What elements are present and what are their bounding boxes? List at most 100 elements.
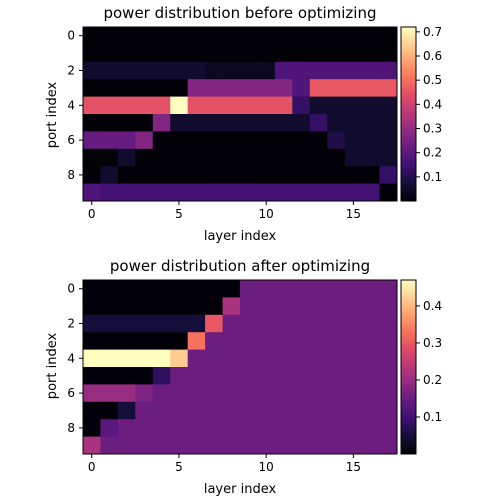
colorbar-segment bbox=[401, 79, 416, 82]
colorbar-before: 0.1 0.2 0.3 0.4 0.5 0.6 0.7 bbox=[400, 25, 442, 202]
heatmap-cell bbox=[309, 96, 328, 115]
heatmap-cell bbox=[152, 297, 171, 316]
heatmap-cell bbox=[240, 96, 258, 115]
colorbar-segment bbox=[401, 286, 416, 290]
colorbar-segment bbox=[401, 94, 416, 98]
heatmap-cell bbox=[257, 332, 276, 350]
colorbar-segment bbox=[401, 92, 416, 95]
heatmap-cell bbox=[379, 314, 398, 333]
colorbar-tick-label: 0.7 bbox=[423, 25, 442, 39]
heatmap-cell bbox=[309, 183, 328, 202]
colorbar-segment bbox=[401, 334, 416, 338]
heatmap-cell bbox=[292, 61, 311, 80]
heatmap-cell bbox=[135, 27, 154, 45]
heatmap-cell bbox=[240, 297, 258, 316]
heatmap-cell bbox=[292, 349, 311, 368]
colorbar-segment bbox=[401, 98, 416, 102]
heatmap-cell bbox=[379, 166, 398, 184]
colorbar-segment bbox=[401, 323, 416, 327]
heatmap-cell bbox=[135, 131, 154, 150]
heatmap-after-frame bbox=[82, 279, 398, 455]
colorbar-segment bbox=[401, 155, 416, 158]
heatmap-cell bbox=[135, 96, 154, 115]
y-tick-label: 8 bbox=[67, 168, 75, 182]
heatmap-cell bbox=[83, 166, 101, 184]
heatmap-after-panel: power distribution after optimizing 0 5 10… bbox=[45, 257, 442, 497]
heatmap-cell bbox=[362, 27, 380, 45]
colorbar-segment bbox=[401, 445, 416, 448]
heatmap-cell bbox=[170, 114, 189, 132]
heatmap-cell bbox=[83, 401, 101, 420]
x-tick-label: 5 bbox=[175, 460, 183, 474]
heatmap-cell bbox=[344, 367, 363, 385]
colorbar-segment bbox=[401, 306, 416, 309]
heatmap-cell bbox=[170, 131, 189, 150]
heatmap-cell bbox=[344, 166, 363, 184]
colorbar-segment bbox=[401, 412, 416, 416]
heatmap-cell bbox=[292, 384, 311, 403]
x-axis-label-before: layer index bbox=[204, 229, 277, 244]
heatmap-cell bbox=[187, 349, 206, 368]
colorbar-segment bbox=[401, 297, 416, 301]
colorbar-segment bbox=[401, 127, 416, 130]
heatmap-cell bbox=[362, 44, 380, 63]
heatmap-cell bbox=[222, 332, 241, 350]
colorbar-segment bbox=[401, 343, 416, 346]
heatmap-cell bbox=[379, 367, 398, 385]
heatmap-cell bbox=[170, 349, 189, 368]
heatmap-cell bbox=[292, 96, 311, 115]
heatmap-cell bbox=[135, 183, 154, 202]
heatmap-cell bbox=[83, 280, 101, 298]
heatmap-cell bbox=[274, 280, 293, 298]
heatmap-cell bbox=[240, 183, 258, 202]
colorbar-segment bbox=[401, 172, 416, 176]
colorbar-tick-label: 0.4 bbox=[423, 299, 442, 313]
colorbar-segment bbox=[401, 349, 416, 353]
heatmap-cell bbox=[292, 297, 311, 316]
heatmap-cell bbox=[152, 96, 171, 115]
colorbar-segment bbox=[401, 403, 416, 407]
x-tick-label: 15 bbox=[346, 460, 361, 474]
heatmap-cell bbox=[344, 27, 363, 45]
colorbar-segment bbox=[401, 295, 416, 298]
colorbar-segment bbox=[401, 68, 416, 71]
heatmap-cell bbox=[222, 148, 241, 167]
heatmap-cell bbox=[170, 367, 189, 385]
heatmap-cell bbox=[240, 401, 258, 420]
heatmap-cell bbox=[327, 419, 346, 437]
heatmap-cell bbox=[135, 280, 154, 298]
colorbar-segment bbox=[401, 116, 416, 119]
heatmap-cell bbox=[222, 183, 241, 202]
heatmap-cell bbox=[327, 297, 346, 316]
colorbar-segment bbox=[401, 430, 416, 433]
heatmap-cell bbox=[257, 367, 276, 385]
heatmap-cell bbox=[100, 314, 119, 333]
heatmap-cell bbox=[292, 419, 311, 437]
heatmap-cell bbox=[170, 280, 189, 298]
colorbar-segment bbox=[401, 179, 416, 182]
heatmap-cell bbox=[344, 183, 363, 202]
heatmap-cell bbox=[170, 436, 189, 455]
colorbar-segment bbox=[401, 72, 416, 76]
y-tick-label: 0 bbox=[67, 282, 75, 296]
colorbar-segment bbox=[401, 358, 416, 361]
heatmap-cell bbox=[187, 148, 206, 167]
heatmap-cell bbox=[170, 419, 189, 437]
colorbar-tick-label: 0.1 bbox=[423, 170, 442, 184]
heatmap-cell bbox=[117, 367, 136, 385]
heatmap-cell bbox=[327, 332, 346, 350]
heatmap-cell bbox=[240, 148, 258, 167]
colorbar-segment bbox=[401, 37, 416, 41]
colorbar-segment bbox=[401, 146, 416, 150]
heatmap-cell bbox=[257, 61, 276, 80]
colorbar-segment bbox=[401, 423, 416, 427]
heatmap-cell bbox=[100, 384, 119, 403]
colorbar-segment bbox=[401, 159, 416, 163]
colorbar-segment bbox=[401, 137, 416, 141]
heatmap-cell bbox=[257, 314, 276, 333]
heatmap-cell bbox=[292, 280, 311, 298]
colorbar-segment bbox=[401, 321, 416, 324]
heatmap-cell bbox=[222, 314, 241, 333]
heatmap-cell bbox=[222, 419, 241, 437]
heatmap-cell bbox=[274, 96, 293, 115]
